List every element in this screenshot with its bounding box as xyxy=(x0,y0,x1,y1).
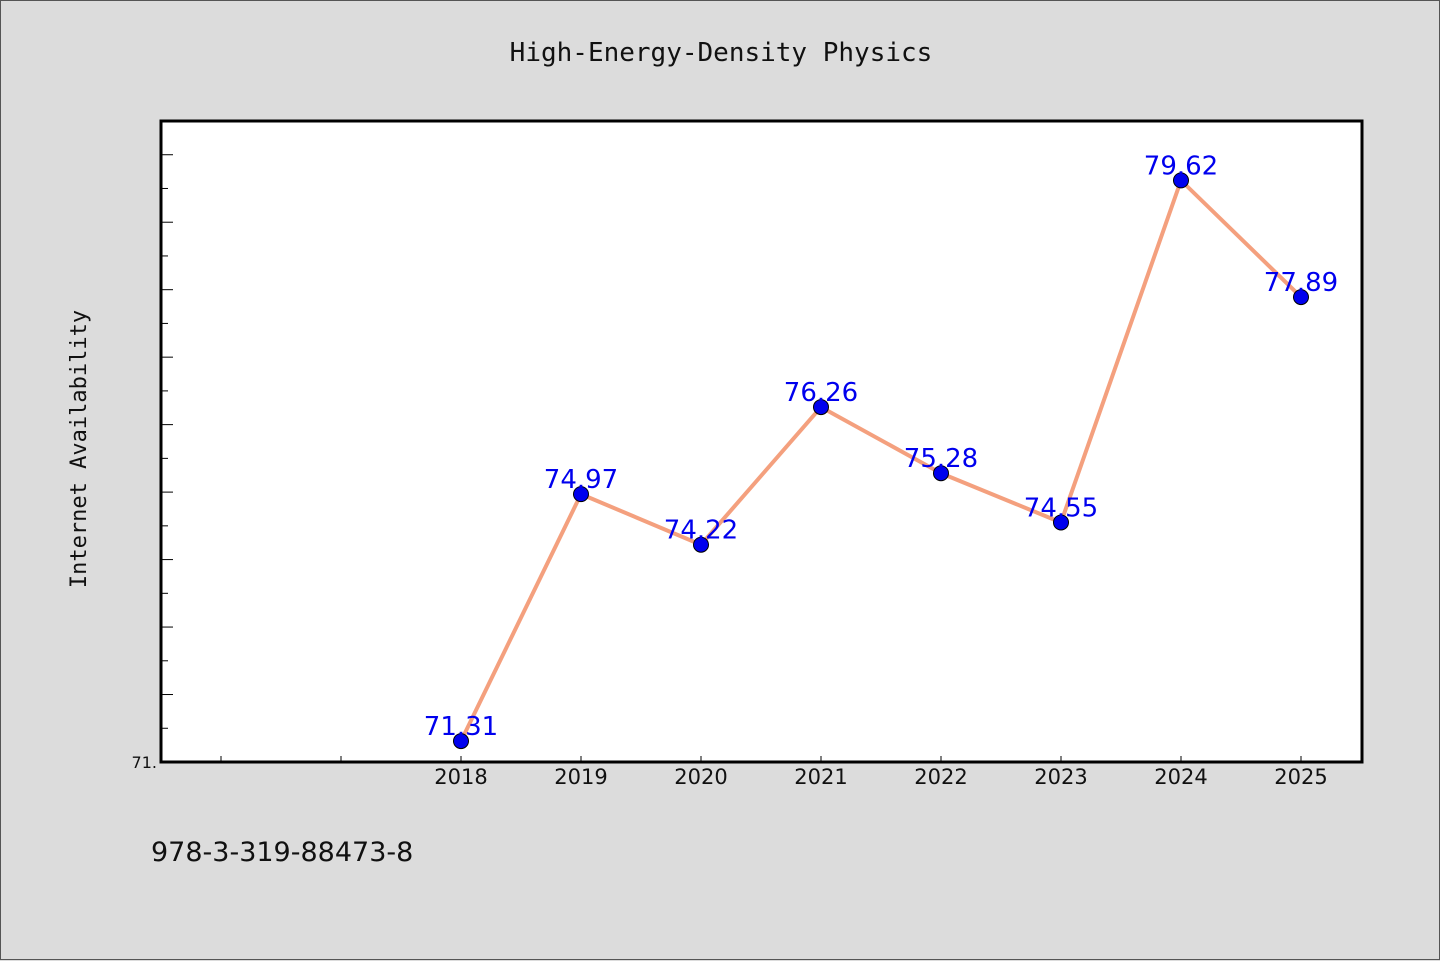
chart-title: High-Energy-Density Physics xyxy=(510,38,933,68)
data-label: 74.55 xyxy=(1024,493,1098,523)
x-tick-label: 2019 xyxy=(554,765,607,789)
data-label: 74.97 xyxy=(544,465,618,495)
x-tick-label: 2022 xyxy=(914,765,967,789)
data-point xyxy=(453,733,469,750)
data-label: 74.22 xyxy=(664,516,738,546)
x-axis: 2018 2019 2020 2021 2022 2023 2024 2025 xyxy=(220,756,1328,789)
data-point xyxy=(1053,514,1069,531)
x-tick-label: 2023 xyxy=(1034,765,1087,789)
y-axis: 71. xyxy=(132,120,173,772)
x-tick-label: 2024 xyxy=(1154,765,1207,789)
data-point xyxy=(933,465,949,482)
data-point xyxy=(1293,289,1309,306)
x-tick-label: 2021 xyxy=(794,765,847,789)
data-label: 75.28 xyxy=(904,444,978,474)
x-tick-label: 2025 xyxy=(1274,765,1327,789)
series-line-group xyxy=(459,178,1303,742)
isbn-text: 978-3-319-88473-8 xyxy=(151,837,414,868)
data-point xyxy=(693,536,709,553)
x-tick-label: 2020 xyxy=(674,765,727,789)
data-point xyxy=(1173,172,1189,189)
data-label: 71.31 xyxy=(424,712,498,742)
x-tick-label: 2018 xyxy=(434,765,487,789)
y-tick-label: 71. xyxy=(132,753,157,772)
data-point xyxy=(813,399,829,416)
data-label: 77.89 xyxy=(1264,268,1338,298)
data-labels-group: 71.31 74.97 74.22 76.26 75.28 74.55 79.62 77.89 xyxy=(424,151,1338,742)
data-label: 79.62 xyxy=(1144,151,1218,181)
markers-group xyxy=(453,172,1309,750)
data-point xyxy=(573,486,589,503)
series-line xyxy=(459,178,1303,742)
data-label: 76.26 xyxy=(784,378,858,408)
y-axis-label: Internet Availability xyxy=(67,310,92,588)
plot-area xyxy=(159,119,1364,764)
